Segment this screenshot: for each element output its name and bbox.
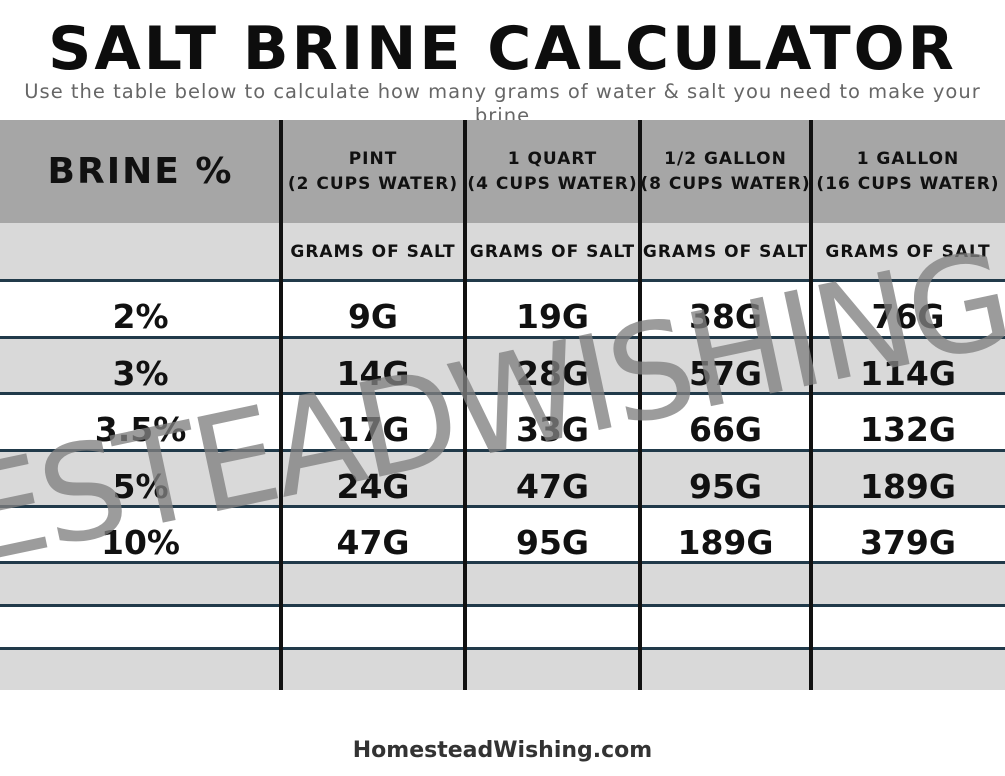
column-header: 1/2 GALLON (8 CUPS WATER) (640, 148, 811, 194)
row-divider (0, 647, 1005, 650)
brine-percent-cell: 2% (112, 297, 169, 336)
brine-percent-cell: 3% (112, 353, 169, 393)
column-header: PINT (2 CUPS WATER) (287, 148, 459, 194)
column-header: 1 QUART (4 CUPS WATER) (467, 148, 638, 194)
salt-grams-cell: 28G (515, 353, 589, 393)
salt-grams-cell: 379G (860, 522, 956, 562)
grams-of-salt-label: GRAMS OF SALT (642, 241, 809, 262)
salt-grams-cell: 33G (515, 410, 589, 449)
salt-grams-cell: 17G (336, 410, 410, 449)
header-band (0, 120, 1005, 223)
salt-grams-cell: 189G (860, 466, 956, 506)
footer-website: HomesteadWishing.com (352, 738, 653, 763)
salt-grams-cell: 76G (871, 297, 945, 336)
salt-grams-cell: 19G (515, 297, 589, 336)
row-divider (0, 392, 1005, 395)
salt-grams-cell: 24G (336, 466, 410, 506)
row-band (0, 648, 1005, 690)
salt-grams-cell: 14G (336, 353, 410, 393)
column-divider (463, 120, 467, 690)
row-divider (0, 279, 1005, 282)
row-band (0, 337, 1005, 393)
brine-percent-cell: 3.5% (94, 410, 187, 449)
column-divider (279, 120, 283, 690)
salt-grams-cell: 47G (336, 522, 410, 562)
column-divider (809, 120, 813, 690)
salt-grams-cell: 66G (688, 410, 762, 449)
brine-percent-cell: 5% (112, 466, 169, 506)
salt-grams-cell: 95G (515, 522, 589, 562)
row-band (0, 450, 1005, 506)
row-band (0, 562, 1005, 605)
salt-grams-cell: 132G (860, 410, 956, 449)
grams-of-salt-label: GRAMS OF SALT (469, 241, 636, 262)
grams-of-salt-label: GRAMS OF SALT (290, 241, 456, 262)
salt-grams-cell: 9G (347, 297, 399, 336)
subheader-band (0, 223, 1005, 280)
brine-percent-header: BRINE % (47, 151, 234, 192)
row-divider (0, 449, 1005, 452)
grams-of-salt-label: GRAMS OF SALT (825, 241, 991, 262)
salt-grams-cell: 38G (688, 297, 762, 336)
salt-grams-cell: 47G (515, 466, 589, 506)
salt-grams-cell: 189G (677, 522, 774, 562)
column-divider (638, 120, 642, 690)
row-divider (0, 505, 1005, 508)
brine-percent-cell: 10% (101, 522, 180, 562)
row-divider (0, 336, 1005, 339)
row-divider (0, 561, 1005, 564)
salt-grams-cell: 114G (860, 353, 956, 393)
salt-grams-cell: 57G (688, 353, 762, 393)
row-divider (0, 604, 1005, 607)
salt-grams-cell: 95G (688, 466, 762, 506)
page-title: SALT BRINE CALCULATOR (48, 14, 957, 84)
column-header: 1 GALLON (16 CUPS WATER) (816, 148, 1000, 194)
